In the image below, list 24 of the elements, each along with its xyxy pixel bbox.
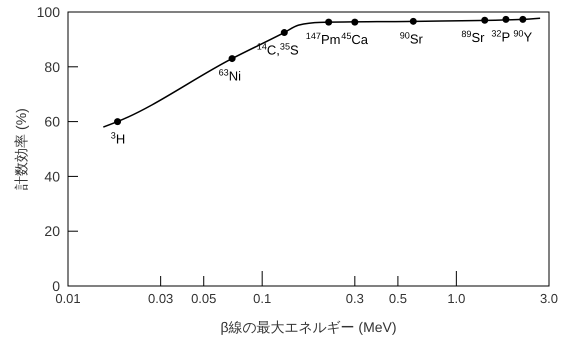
y-tick-label: 0 bbox=[52, 278, 60, 294]
y-tick-label: 100 bbox=[36, 4, 60, 20]
x-tick-label: 0.3 bbox=[346, 291, 364, 306]
annotation: $^{90}$Y bbox=[513, 28, 532, 44]
y-tick-label: 40 bbox=[44, 168, 60, 184]
x-tick-label: 0.01 bbox=[55, 291, 81, 306]
annotation: $^{90}$Sr bbox=[400, 30, 424, 46]
y-tick-label: 60 bbox=[44, 114, 60, 130]
x-tick-label: 0.1 bbox=[253, 291, 272, 306]
x-tick-label: 0.03 bbox=[148, 291, 174, 306]
y-axis-title: 計数効率 (%) bbox=[13, 108, 29, 190]
annotation: $^{89}$Sr bbox=[461, 29, 486, 46]
x-tick-label: 3.0 bbox=[540, 291, 558, 306]
x-tick-label: 0.5 bbox=[388, 291, 407, 306]
annotation: $^{147}$Pm bbox=[306, 31, 340, 48]
annotation: $^{63}$Ni bbox=[218, 68, 242, 84]
x-tick-label: 1.0 bbox=[447, 291, 466, 306]
annotation: $^{3}$H bbox=[110, 130, 126, 147]
y-tick-label: 80 bbox=[44, 58, 60, 75]
y-tick-label: 20 bbox=[44, 223, 60, 240]
annotation: $^{45}$Ca bbox=[341, 31, 369, 48]
annotation: $^{32}$P bbox=[491, 28, 510, 44]
x-axis-title: β線の最大エネルギー (MeV) bbox=[220, 319, 397, 335]
x-tick-label: 0.05 bbox=[191, 291, 216, 306]
